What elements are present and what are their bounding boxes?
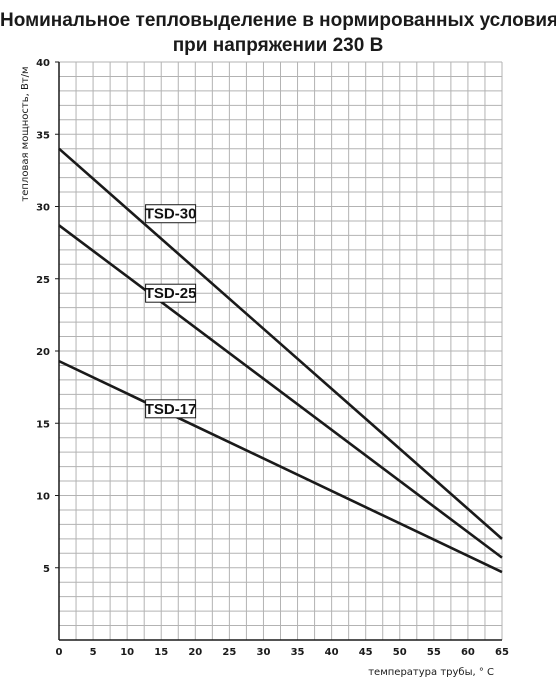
axes bbox=[55, 61, 502, 641]
series-label-box bbox=[145, 204, 197, 224]
y-tick-label: 40 bbox=[36, 58, 50, 69]
y-tick-label: 10 bbox=[36, 492, 50, 503]
y-tick-label: 35 bbox=[36, 130, 50, 141]
x-tick-label: 30 bbox=[257, 647, 271, 658]
series-label-box bbox=[145, 283, 197, 303]
x-tick-label: 25 bbox=[222, 647, 236, 658]
y-tick-label: 5 bbox=[43, 564, 50, 575]
x-axis-label: температура трубы, ° C bbox=[368, 667, 494, 678]
x-tick-label: 15 bbox=[154, 647, 168, 658]
x-tick-label: 60 bbox=[461, 647, 475, 658]
chart-title-block: Номинальное тепловыделение в нормированн… bbox=[0, 8, 556, 58]
chart-title: Номинальное тепловыделение в нормированн… bbox=[0, 10, 556, 31]
series-label-tsd-25: TSD-25 bbox=[145, 285, 197, 302]
x-tick-label: 35 bbox=[291, 647, 305, 658]
x-tick-label: 65 bbox=[495, 647, 509, 658]
y-axis-label: тепловая мощность, Вт/м bbox=[20, 66, 31, 201]
x-tick-label: 5 bbox=[90, 647, 97, 658]
x-tick-label: 10 bbox=[120, 647, 134, 658]
chart-subtitle: при напряжении 230 В bbox=[172, 35, 384, 56]
y-tick-label: 30 bbox=[36, 203, 50, 214]
series-line-tsd-17 bbox=[58, 359, 503, 574]
x-tick-label: 45 bbox=[359, 647, 373, 658]
series-label-tsd-30: TSD-30 bbox=[145, 206, 197, 223]
series-label-tsd-17: TSD-17 bbox=[145, 401, 197, 418]
series-lines bbox=[58, 147, 503, 574]
series-line-tsd-30 bbox=[58, 147, 503, 540]
x-tick-label: 40 bbox=[325, 647, 339, 658]
x-tick-label: 20 bbox=[188, 647, 202, 658]
x-tick-labels: 0 5 10 15 20 25 30 35 40 45 50 55 60 65 bbox=[56, 647, 509, 658]
series-label-box bbox=[145, 399, 197, 419]
x-tick-label: 55 bbox=[427, 647, 441, 658]
x-tick-label: 50 bbox=[393, 647, 407, 658]
grid bbox=[59, 61, 503, 640]
y-tick-label: 20 bbox=[36, 347, 50, 358]
y-tick-labels: 5 10 15 20 25 30 35 40 bbox=[36, 58, 50, 575]
y-tick-label: 25 bbox=[36, 275, 50, 286]
series-line-tsd-25 bbox=[58, 224, 503, 559]
x-tick-label: 0 bbox=[56, 647, 63, 658]
series-labels: TSD-30 TSD-25 TSD-17 bbox=[145, 204, 197, 419]
y-tick-label: 15 bbox=[36, 419, 50, 430]
